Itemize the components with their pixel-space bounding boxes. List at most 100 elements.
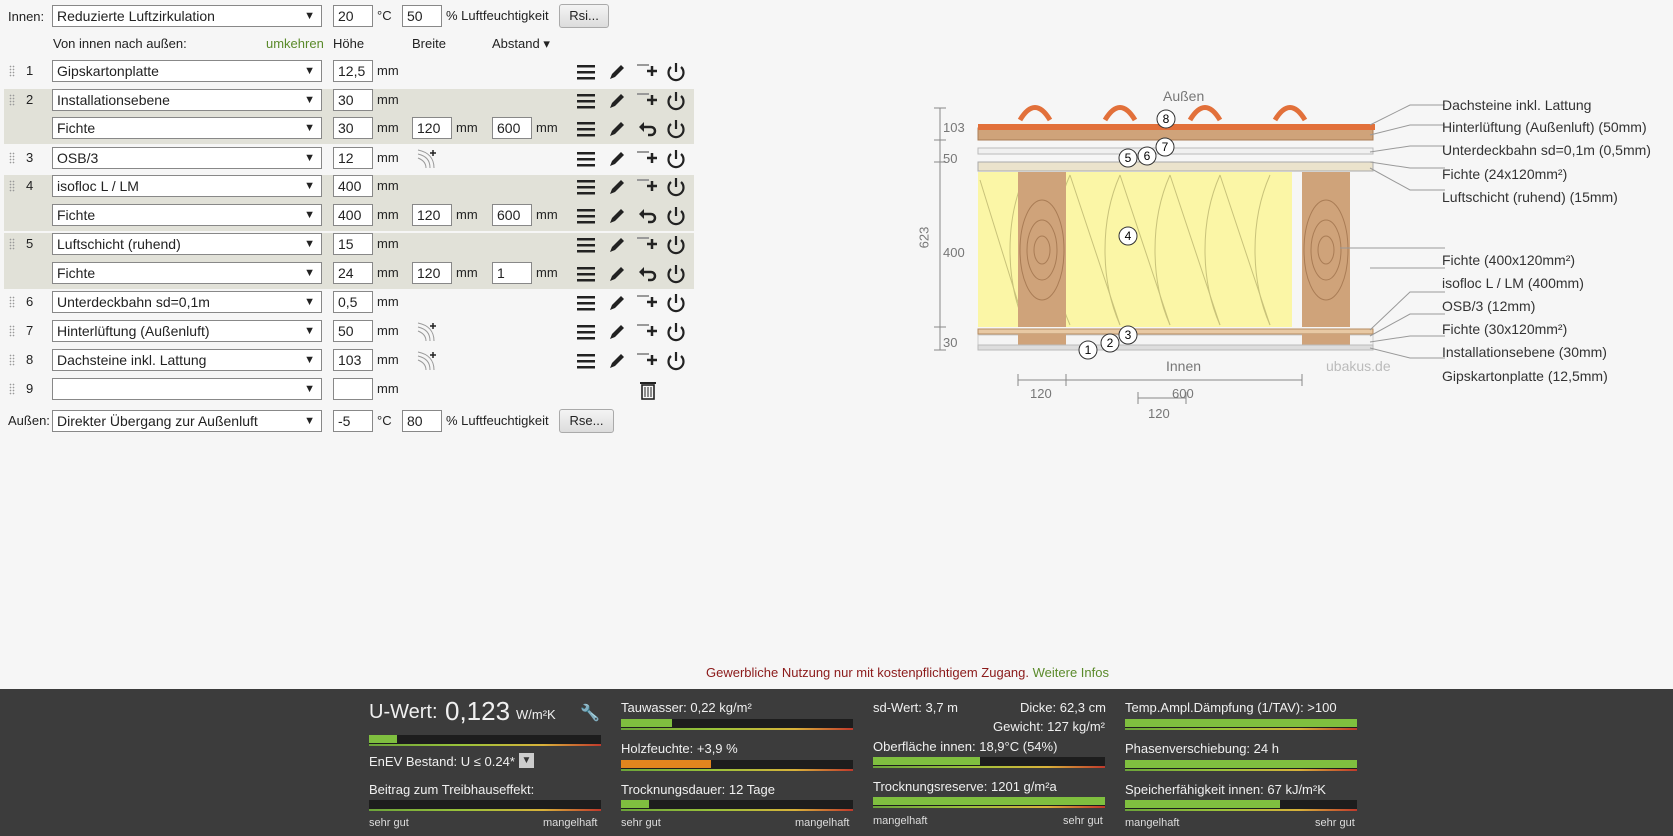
layer-height-input[interactable]: 103 (333, 349, 373, 371)
edit-icon[interactable] (606, 90, 628, 112)
drag-handle[interactable] (9, 180, 15, 192)
undo-icon[interactable] (637, 205, 659, 227)
delete-icon[interactable] (637, 379, 659, 401)
layer-material-select[interactable]: Gipskartonplatte ▼ (52, 60, 322, 82)
sub-height-input[interactable]: 24 (333, 262, 373, 284)
drag-handle[interactable] (9, 65, 15, 77)
more-info-link[interactable]: Weitere Infos (1032, 665, 1109, 680)
sub-material-select[interactable]: Fichte ▼ (52, 262, 322, 284)
sub-spacing-input[interactable]: 600 (492, 204, 532, 226)
inside-climate-select[interactable]: Reduzierte Luftzirkulation ▼ (52, 5, 322, 27)
power-icon[interactable] (665, 176, 687, 198)
drag-handle[interactable] (9, 296, 15, 308)
layer-menu-icon[interactable] (575, 90, 597, 112)
edit-icon[interactable] (606, 234, 628, 256)
edit-icon[interactable] (606, 61, 628, 83)
sub-spacing-input[interactable]: 600 (492, 117, 532, 139)
rsi-button[interactable]: Rsi... (559, 4, 609, 28)
power-icon[interactable] (665, 118, 687, 140)
edit-icon[interactable] (606, 292, 628, 314)
add-wood-icon[interactable] (416, 148, 438, 170)
power-icon[interactable] (665, 90, 687, 112)
layer-material-select[interactable]: Luftschicht (ruhend) ▼ (52, 233, 322, 255)
layer-height-input[interactable] (333, 378, 373, 400)
sub-material-select[interactable]: Fichte ▼ (52, 204, 322, 226)
sub-width-input[interactable]: 120 (412, 204, 452, 226)
add-layer-icon[interactable] (637, 89, 659, 111)
sub-material-select[interactable]: Fichte ▼ (52, 117, 322, 139)
edit-icon[interactable] (606, 148, 628, 170)
layer-material-select[interactable]: isofloc L / LM ▼ (52, 175, 322, 197)
sub-width-input[interactable]: 120 (412, 262, 452, 284)
layer-menu-icon[interactable] (575, 292, 597, 314)
layer-material-select[interactable]: OSB/3 ▼ (52, 147, 322, 169)
layer-material-select[interactable]: Hinterlüftung (Außenluft) ▼ (52, 320, 322, 342)
add-layer-icon[interactable] (637, 291, 659, 313)
layer-menu-icon[interactable] (575, 118, 597, 140)
layer-height-input[interactable]: 12 (333, 147, 373, 169)
layer-material-select[interactable]: Dachsteine inkl. Lattung ▼ (52, 349, 322, 371)
drag-handle[interactable] (9, 94, 15, 106)
outside-climate-select[interactable]: Direkter Übergang zur Außenluft ▼ (52, 410, 322, 432)
rse-button[interactable]: Rse... (559, 409, 614, 433)
inside-humidity-input[interactable]: 50 (402, 5, 442, 27)
layer-height-input[interactable]: 50 (333, 320, 373, 342)
edit-icon[interactable] (606, 118, 628, 140)
inside-temperature-input[interactable]: 20 (333, 5, 373, 27)
outside-humidity-input[interactable]: 80 (402, 410, 442, 432)
power-icon[interactable] (665, 61, 687, 83)
edit-icon[interactable] (606, 205, 628, 227)
layer-material-select[interactable]: ▼ (52, 378, 322, 400)
sub-width-input[interactable]: 120 (412, 117, 452, 139)
drag-handle[interactable] (9, 152, 15, 164)
drag-handle[interactable] (9, 238, 15, 250)
layer-height-input[interactable]: 30 (333, 89, 373, 111)
power-icon[interactable] (665, 263, 687, 285)
layer-menu-icon[interactable] (575, 263, 597, 285)
undo-icon[interactable] (637, 263, 659, 285)
layer-menu-icon[interactable] (575, 176, 597, 198)
layer-menu-icon[interactable] (575, 234, 597, 256)
layer-menu-icon[interactable] (575, 61, 597, 83)
add-wood-icon[interactable] (416, 350, 438, 372)
add-layer-icon[interactable] (637, 147, 659, 169)
power-icon[interactable] (665, 321, 687, 343)
layer-height-input[interactable]: 15 (333, 233, 373, 255)
add-layer-icon[interactable] (637, 175, 659, 197)
edit-icon[interactable] (606, 263, 628, 285)
add-layer-icon[interactable] (637, 320, 659, 342)
sub-spacing-input[interactable]: 1 (492, 262, 532, 284)
spacing-header[interactable]: Abstand ▾ (492, 36, 550, 51)
layer-menu-icon[interactable] (575, 205, 597, 227)
layer-material-select[interactable]: Unterdeckbahn sd=0,1m ▼ (52, 291, 322, 313)
drag-handle[interactable] (9, 325, 15, 337)
add-wood-icon[interactable] (416, 321, 438, 343)
undo-icon[interactable] (637, 118, 659, 140)
wrench-icon[interactable]: 🔧 (580, 705, 600, 722)
sub-height-input[interactable]: 30 (333, 117, 373, 139)
layer-height-input[interactable]: 400 (333, 175, 373, 197)
edit-icon[interactable] (606, 321, 628, 343)
layer-height-input[interactable]: 12,5 (333, 60, 373, 82)
power-icon[interactable] (665, 234, 687, 256)
edit-icon[interactable] (606, 176, 628, 198)
power-icon[interactable] (665, 292, 687, 314)
sub-height-input[interactable]: 400 (333, 204, 373, 226)
power-icon[interactable] (665, 148, 687, 170)
add-layer-icon[interactable] (637, 349, 659, 371)
add-layer-icon[interactable] (637, 233, 659, 255)
drag-handle[interactable] (9, 383, 15, 395)
outside-temperature-input[interactable]: -5 (333, 410, 373, 432)
reverse-link[interactable]: umkehren (266, 36, 324, 51)
layer-height-input[interactable]: 0,5 (333, 291, 373, 313)
layer-menu-icon[interactable] (575, 350, 597, 372)
add-layer-icon[interactable] (637, 60, 659, 82)
enev-dropdown-icon[interactable]: ▼ (519, 753, 534, 768)
edit-icon[interactable] (606, 350, 628, 372)
power-icon[interactable] (665, 350, 687, 372)
power-icon[interactable] (665, 205, 687, 227)
layer-menu-icon[interactable] (575, 148, 597, 170)
layer-material-select[interactable]: Installationsebene ▼ (52, 89, 322, 111)
drag-handle[interactable] (9, 354, 15, 366)
layer-menu-icon[interactable] (575, 321, 597, 343)
